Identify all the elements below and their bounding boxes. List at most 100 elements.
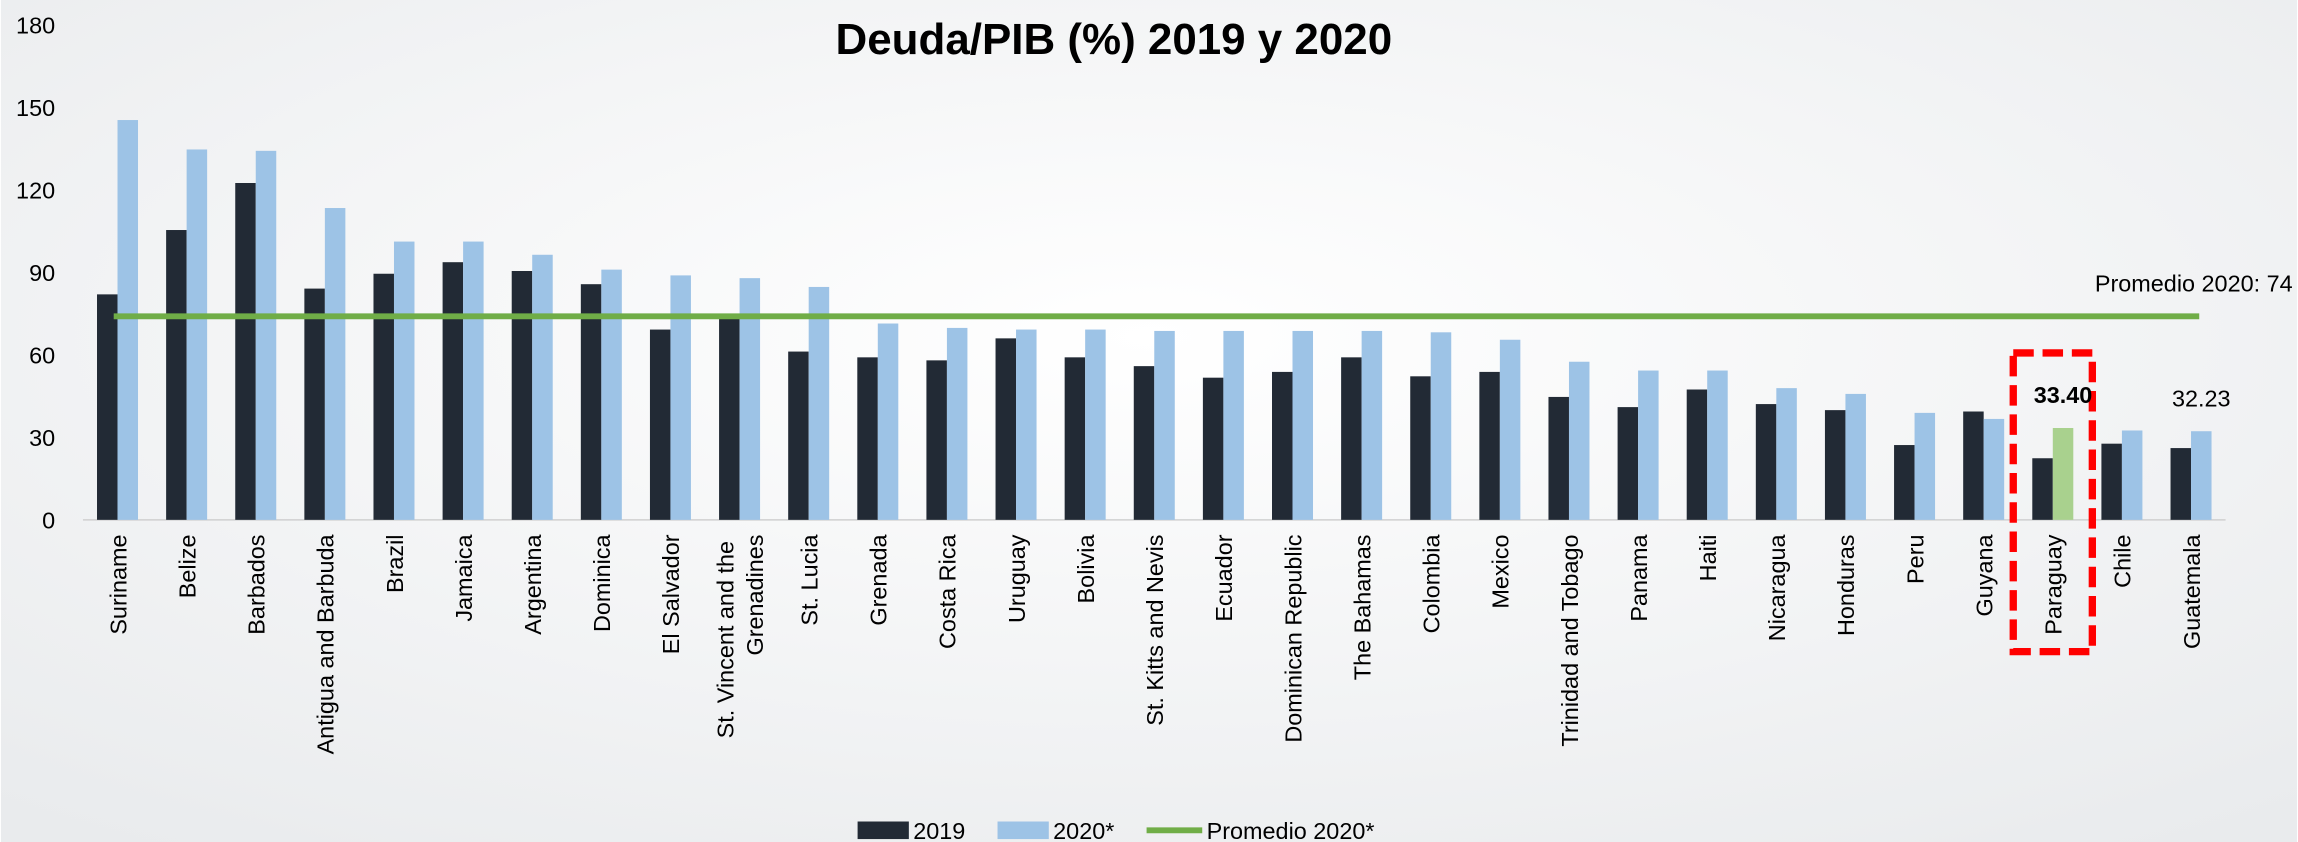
x-tick-label: El Salvador bbox=[658, 534, 684, 654]
bar bbox=[926, 360, 947, 520]
y-tick-label: 90 bbox=[29, 260, 55, 286]
bar bbox=[511, 270, 533, 520]
y-tick-label: 30 bbox=[29, 425, 55, 451]
bar bbox=[373, 273, 394, 520]
bar bbox=[1707, 370, 1728, 520]
bar bbox=[1341, 357, 1362, 520]
bar bbox=[739, 278, 761, 520]
x-tick-label: Honduras bbox=[1833, 534, 1859, 636]
bar bbox=[719, 314, 740, 520]
bar bbox=[324, 208, 346, 520]
y-tick-label: 150 bbox=[16, 95, 55, 121]
bar bbox=[1568, 361, 1590, 520]
bar bbox=[1223, 330, 1244, 520]
bar bbox=[532, 254, 553, 520]
bar bbox=[2170, 448, 2192, 520]
bar bbox=[601, 269, 622, 520]
x-tick-label: Peru bbox=[1902, 534, 1928, 583]
x-tick-label: Ecuador bbox=[1211, 534, 1237, 621]
chart-title: Deuda/PIB (%) 2019 y 2020 bbox=[836, 15, 1393, 64]
x-tick-label: Chile bbox=[2110, 534, 2136, 587]
bar bbox=[788, 351, 809, 520]
x-tick-label: Paraguay bbox=[2041, 534, 2067, 634]
x-tick-label: Belize bbox=[174, 534, 200, 598]
bar bbox=[2032, 458, 2053, 520]
bar bbox=[2052, 428, 2074, 520]
x-tick-label: Bolivia bbox=[1073, 534, 1099, 604]
x-tick-label: Costa Rica bbox=[935, 534, 961, 649]
x-tick-label: Suriname bbox=[105, 534, 131, 634]
highlight-box bbox=[2009, 349, 2096, 656]
bar bbox=[1548, 396, 1569, 520]
x-tick-label: Mexico bbox=[1488, 534, 1514, 608]
bar bbox=[117, 120, 139, 520]
bar bbox=[1064, 357, 1086, 520]
x-tick-label-line: St. Vincent and the bbox=[713, 534, 739, 738]
x-tick-label: Trinidad and Tobago bbox=[1557, 534, 1583, 746]
legend-label: 2019 bbox=[913, 818, 965, 842]
x-tick-label: Uruguay bbox=[1004, 534, 1030, 623]
x-tick-label: Antigua and Barbuda bbox=[313, 534, 339, 755]
bar bbox=[1202, 377, 1224, 520]
bar bbox=[1499, 339, 1521, 520]
bar bbox=[1133, 366, 1155, 520]
bar bbox=[1479, 371, 1500, 520]
legend-label: Promedio 2020* bbox=[1207, 818, 1375, 842]
bar bbox=[808, 286, 830, 520]
bar bbox=[1914, 412, 1936, 520]
bar bbox=[97, 294, 118, 520]
bar bbox=[877, 323, 899, 520]
data-label: 33.40 bbox=[2034, 382, 2093, 408]
bar bbox=[255, 150, 277, 520]
bar bbox=[1686, 389, 1708, 520]
bar bbox=[166, 230, 187, 520]
bar bbox=[2121, 430, 2143, 520]
bar bbox=[995, 338, 1017, 520]
legend-swatch bbox=[997, 821, 1049, 840]
bar bbox=[1983, 418, 2005, 520]
x-tick-label: Grenada bbox=[866, 534, 892, 626]
bar bbox=[186, 149, 208, 520]
x-tick-label: Dominica bbox=[589, 534, 615, 633]
bar bbox=[1638, 370, 1659, 520]
x-tick-label: St. Lucia bbox=[796, 534, 822, 626]
bar bbox=[857, 357, 878, 520]
x-tick-label: Argentina bbox=[520, 534, 546, 635]
x-tick-label: Nicaragua bbox=[1764, 534, 1790, 642]
y-tick-label: 0 bbox=[42, 508, 55, 534]
bar bbox=[670, 275, 691, 520]
bar bbox=[1361, 330, 1383, 520]
bar bbox=[1410, 376, 1431, 520]
bar bbox=[1085, 329, 1106, 520]
reference-label: Promedio 2020: 74 bbox=[2095, 270, 2293, 296]
bar bbox=[1292, 330, 1314, 520]
bar bbox=[304, 288, 325, 520]
bar bbox=[2101, 443, 2122, 520]
y-tick-label: 180 bbox=[16, 13, 55, 39]
x-tick-label: Brazil bbox=[382, 534, 408, 593]
bar bbox=[442, 262, 464, 520]
y-tick-label: 60 bbox=[29, 343, 55, 369]
x-tick-label: St. Vincent and the Grenadines bbox=[713, 534, 768, 738]
x-tick-label: Haiti bbox=[1695, 534, 1721, 581]
x-tick-label: Guyana bbox=[1971, 534, 1997, 617]
bar bbox=[1016, 329, 1037, 520]
bar bbox=[1617, 407, 1639, 520]
bar bbox=[463, 241, 484, 520]
bar bbox=[580, 284, 602, 520]
bar bbox=[235, 183, 256, 520]
bar bbox=[1154, 330, 1175, 520]
bar bbox=[1845, 393, 1866, 520]
bar bbox=[1272, 371, 1293, 520]
bar bbox=[1963, 411, 1984, 520]
bar bbox=[1430, 332, 1452, 520]
legend-label: 2020* bbox=[1053, 818, 1114, 842]
x-tick-label: Dominican Republic bbox=[1280, 534, 1306, 742]
x-tick-label: St. Kitts and Nevis bbox=[1142, 534, 1168, 725]
x-tick-label: Barbados bbox=[244, 534, 270, 634]
x-tick-label: Jamaica bbox=[451, 534, 477, 622]
bar bbox=[1824, 410, 1846, 520]
x-tick-label-line: Grenadines bbox=[742, 534, 768, 655]
bar bbox=[1894, 445, 1915, 520]
bar bbox=[1776, 388, 1797, 520]
